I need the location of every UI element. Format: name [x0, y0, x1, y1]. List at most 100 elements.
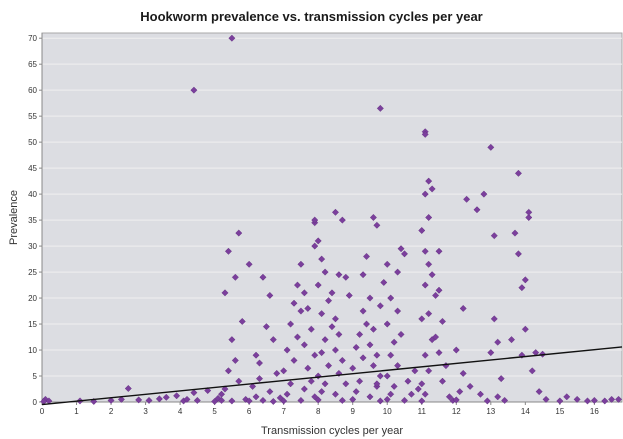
y-tick-label: 45 — [28, 164, 37, 173]
data-point — [511, 229, 519, 237]
data-point — [514, 169, 522, 177]
data-point — [483, 397, 491, 405]
data-point — [387, 390, 395, 398]
data-point — [331, 346, 339, 354]
data-point — [494, 393, 502, 401]
data-point — [259, 396, 267, 404]
data-point — [338, 396, 346, 404]
y-tick-label: 5 — [33, 372, 38, 381]
data-point — [300, 385, 308, 393]
x-tick-label: 15 — [555, 407, 564, 416]
data-point — [490, 232, 498, 240]
data-point — [321, 336, 329, 344]
data-point — [135, 396, 143, 404]
data-point — [473, 206, 481, 214]
y-tick-label: 25 — [28, 268, 37, 277]
data-point — [190, 86, 198, 94]
data-point — [259, 273, 267, 281]
data-point — [373, 380, 381, 388]
data-point — [487, 143, 495, 151]
y-axis-label: Prevalence — [8, 190, 20, 245]
data-point — [373, 221, 381, 229]
data-point — [476, 390, 484, 398]
data-point — [518, 284, 526, 292]
data-point — [435, 349, 443, 357]
data-point — [235, 229, 243, 237]
data-point — [487, 349, 495, 357]
data-point — [435, 247, 443, 255]
data-point — [463, 195, 471, 203]
data-point — [421, 281, 429, 289]
data-point — [107, 396, 115, 404]
data-point — [369, 325, 377, 333]
data-point — [397, 245, 405, 253]
data-point — [224, 247, 232, 255]
data-point — [342, 380, 350, 388]
data-point — [328, 323, 336, 331]
data-point — [369, 362, 377, 370]
y-tick-label: 60 — [28, 86, 37, 95]
data-point — [438, 377, 446, 385]
data-point — [252, 351, 260, 359]
data-point — [356, 330, 364, 338]
y-tick-label: 35 — [28, 216, 37, 225]
data-point — [428, 185, 436, 193]
y-tick-label: 30 — [28, 242, 37, 251]
data-point — [269, 397, 277, 405]
data-point — [459, 369, 467, 377]
data-point — [425, 260, 433, 268]
data-point — [224, 367, 232, 375]
x-tick-label: 1 — [74, 407, 79, 416]
data-point — [228, 34, 236, 42]
data-point — [328, 289, 336, 297]
data-point — [183, 395, 191, 403]
x-tick-label: 6 — [247, 407, 252, 416]
data-point — [394, 307, 402, 315]
data-point — [456, 388, 464, 396]
data-point — [363, 320, 371, 328]
data-point — [421, 390, 429, 398]
data-point — [490, 315, 498, 323]
x-tick-label: 10 — [383, 407, 392, 416]
data-point — [521, 325, 529, 333]
x-tick-label: 8 — [316, 407, 321, 416]
data-point — [311, 216, 319, 224]
data-point — [421, 351, 429, 359]
data-point — [497, 375, 505, 383]
data-point — [414, 385, 422, 393]
data-point — [521, 276, 529, 284]
data-point — [428, 271, 436, 279]
data-point — [466, 382, 474, 390]
data-point — [314, 237, 322, 245]
data-point — [290, 356, 298, 364]
data-point — [287, 380, 295, 388]
data-point — [231, 356, 239, 364]
data-point — [280, 397, 288, 405]
data-point — [342, 273, 350, 281]
data-point — [363, 252, 371, 260]
data-point — [145, 396, 153, 404]
data-point — [325, 362, 333, 370]
data-point — [525, 214, 533, 221]
data-point — [349, 395, 357, 403]
data-point — [445, 393, 453, 401]
data-point — [590, 396, 598, 404]
data-point — [397, 330, 405, 338]
data-point — [369, 214, 377, 221]
data-point — [359, 271, 367, 279]
data-point — [297, 260, 305, 268]
data-point — [401, 396, 408, 404]
data-point — [376, 372, 384, 380]
data-point — [314, 281, 322, 289]
data-point — [249, 382, 257, 390]
data-point — [366, 393, 374, 401]
data-point — [331, 208, 339, 216]
data-point — [376, 104, 384, 112]
data-point — [583, 397, 591, 405]
data-point — [262, 323, 270, 331]
data-point — [190, 389, 198, 397]
data-point — [245, 260, 253, 268]
data-point — [331, 390, 339, 398]
data-point — [300, 289, 308, 297]
data-point — [266, 291, 274, 299]
